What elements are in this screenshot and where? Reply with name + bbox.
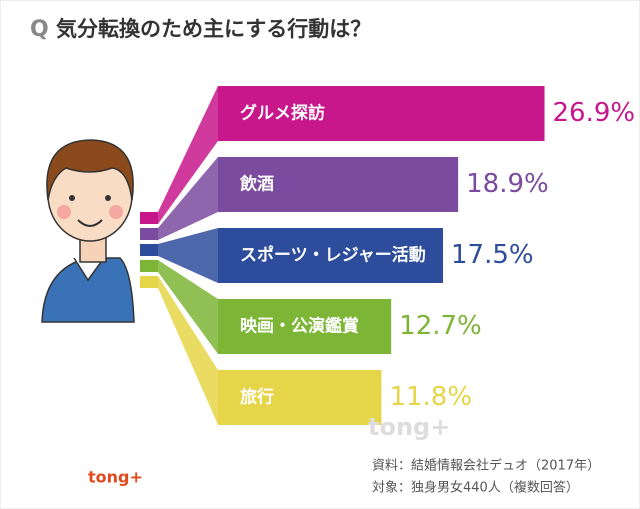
connector bbox=[158, 86, 218, 224]
stub bbox=[140, 276, 158, 288]
stub bbox=[140, 228, 158, 240]
connector bbox=[158, 228, 218, 283]
value-label: 11.8% bbox=[389, 382, 472, 412]
stub bbox=[140, 244, 158, 256]
value-label: 17.5% bbox=[451, 240, 534, 270]
value-label: 26.9% bbox=[553, 98, 636, 128]
bar bbox=[218, 299, 392, 354]
logo: tong+ bbox=[88, 468, 143, 487]
person-illustration bbox=[41, 139, 135, 323]
stub bbox=[140, 260, 158, 272]
chart-title: 気分転換のため主にする行動は？ bbox=[56, 17, 371, 41]
category-label: グルメ探訪 bbox=[240, 103, 325, 124]
value-label: 12.7% bbox=[399, 311, 482, 341]
category-label: スポーツ・レジャー活動 bbox=[240, 245, 426, 266]
bar bbox=[218, 228, 443, 283]
bar bbox=[218, 157, 459, 212]
value-label: 18.9% bbox=[466, 169, 549, 199]
title-marker: Q bbox=[30, 17, 49, 42]
category-label: 飲酒 bbox=[239, 174, 274, 195]
bar bbox=[218, 370, 382, 425]
sample: 対象：独身男女440人（複数回答） bbox=[372, 480, 579, 496]
bar bbox=[218, 86, 545, 141]
connector bbox=[158, 157, 218, 240]
source: 資料：結婚情報会社デュオ（2017年） bbox=[372, 458, 600, 474]
category-label: 旅行 bbox=[240, 387, 274, 408]
connector bbox=[158, 260, 218, 354]
watermark: tong+ bbox=[368, 413, 450, 441]
connector bbox=[158, 276, 218, 425]
stub bbox=[140, 212, 158, 224]
category-label: 映画・公演鑑賞 bbox=[240, 316, 359, 337]
